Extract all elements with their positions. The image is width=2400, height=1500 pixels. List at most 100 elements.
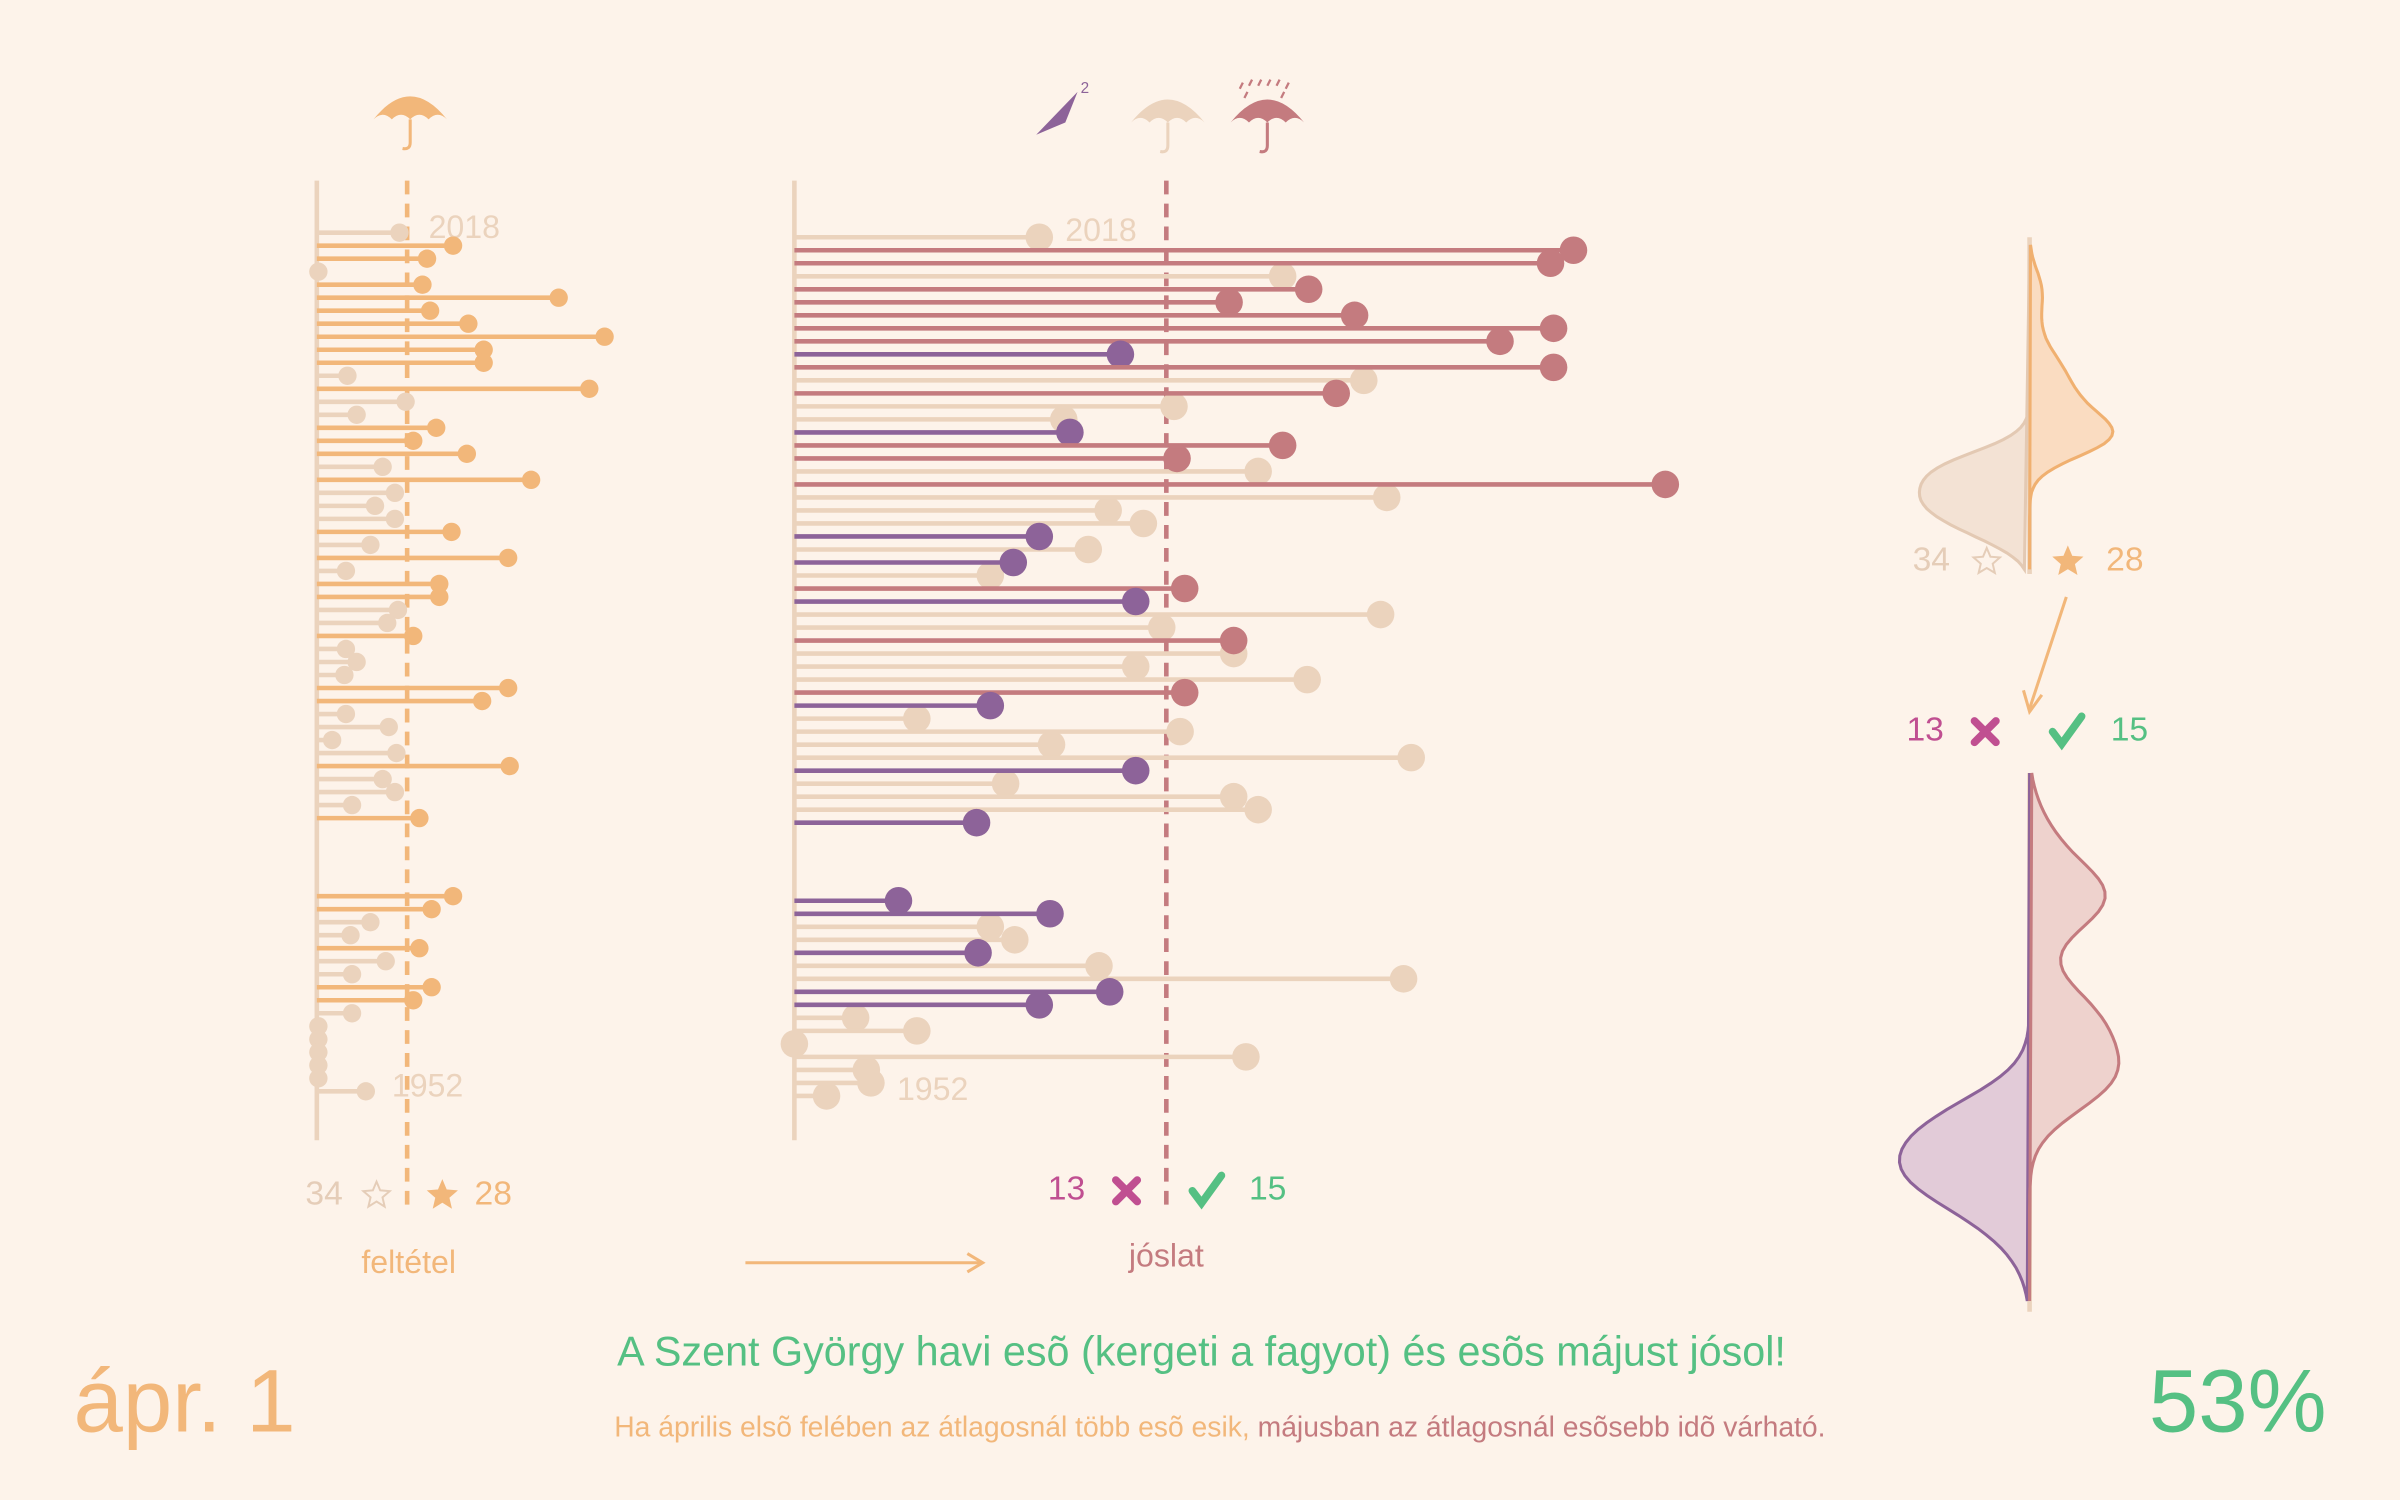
- lollipop-dot: [1121, 652, 1150, 681]
- date: ápr. 1: [73, 1352, 295, 1451]
- lollipop-dot: [1094, 496, 1122, 525]
- lollipop-dot: [338, 366, 357, 385]
- lollipop-dot: [1350, 366, 1378, 395]
- count-label: 15: [2111, 712, 2148, 749]
- panel-label: jóslat: [1128, 1238, 1204, 1274]
- accuracy: 53%: [2149, 1352, 2327, 1451]
- lollipop-dot: [373, 769, 392, 789]
- lollipop-dot: [379, 717, 398, 737]
- lollipop-dot: [1121, 587, 1150, 616]
- cross-icon: [1970, 717, 2000, 747]
- check-icon: [1188, 1171, 1226, 1210]
- year-label: 1952: [392, 1068, 463, 1104]
- lollipop-dot: [1025, 223, 1054, 252]
- lollipop-dot: [347, 405, 366, 424]
- subtitle: Ha április elsõ felében az átlagosnál tö…: [614, 1411, 1825, 1443]
- lollipop-dot: [1293, 665, 1321, 694]
- lollipop-dot: [309, 1069, 328, 1088]
- subtitle-prediction: májusban az átlagosnál esõsebb idõ várha…: [1258, 1411, 1826, 1443]
- headline: A Szent György havi esõ (kergeti a fagyo…: [617, 1329, 1786, 1375]
- lollipop-dot: [1322, 379, 1350, 408]
- lollipop-dot: [1056, 418, 1084, 447]
- lollipop-dot: [1244, 457, 1272, 486]
- lollipop-dot: [1036, 900, 1064, 928]
- lollipop-dot: [387, 743, 406, 763]
- lollipop-dot: [1129, 509, 1158, 538]
- lollipop-dot: [1219, 782, 1248, 811]
- rain-umbrella-icon: [1230, 79, 1305, 154]
- lollipop-dot: [322, 730, 342, 750]
- lollipop-dot: [903, 1017, 931, 1045]
- cross-icon: [1111, 1176, 1142, 1206]
- lollipop-dot: [459, 314, 478, 333]
- lollipop-dot: [1486, 327, 1514, 356]
- lollipop-dot: [976, 561, 1005, 590]
- lollipop-dot: [342, 965, 362, 984]
- lollipop-dot: [410, 808, 429, 828]
- lollipop-dot: [999, 548, 1028, 577]
- lollipop-dot: [841, 1004, 870, 1032]
- lollipop-dot: [336, 704, 356, 724]
- lollipop-dot: [991, 769, 1020, 798]
- lollipop-dot: [1163, 444, 1191, 473]
- lollipop-dot: [347, 652, 366, 672]
- umbrella-icon: [373, 96, 447, 151]
- lollipop-dot: [780, 1030, 809, 1058]
- count-label: 34: [305, 1175, 342, 1212]
- lollipop-dot: [342, 1004, 362, 1023]
- lollipop-dot: [457, 444, 477, 464]
- subtitle-condition: Ha április elsõ felében az átlagosnál tö…: [614, 1411, 1250, 1443]
- lollipop-dot: [341, 926, 360, 945]
- lollipop-dot: [430, 587, 449, 607]
- lollipop-dot: [1397, 743, 1425, 772]
- lollipop-dot: [413, 275, 432, 294]
- lollipop-dot: [309, 1030, 328, 1049]
- lollipop-dot: [309, 1056, 328, 1075]
- lollipop-dot: [342, 795, 362, 815]
- lollipop-dot: [373, 457, 392, 477]
- lollipop-dot: [361, 913, 380, 932]
- lollipop-dot: [1536, 249, 1565, 278]
- lollipop-dot: [1268, 262, 1297, 291]
- lollipop-dot: [1559, 236, 1588, 265]
- svg-text:2: 2: [1081, 80, 1090, 97]
- lollipop-dot: [1025, 522, 1054, 551]
- arrow: [2021, 596, 2068, 716]
- lollipop-dot: [1366, 600, 1395, 629]
- lollipop-dot: [903, 704, 931, 733]
- density: [2028, 772, 2121, 1302]
- lollipop-dot: [417, 249, 437, 268]
- lollipop-dot: [1106, 340, 1135, 369]
- lollipop-dot: [1539, 353, 1568, 382]
- check-icon: [2048, 712, 2086, 751]
- lollipop-dot: [474, 340, 493, 359]
- count-label: 34: [1913, 542, 1950, 579]
- lollipop-dot: [580, 379, 599, 398]
- lollipop-dot: [964, 939, 992, 967]
- lollipop-dot: [422, 900, 441, 919]
- lollipop-dot: [498, 548, 518, 568]
- lollipop-dot: [521, 470, 541, 490]
- lollipop-dot: [1147, 613, 1176, 642]
- lollipop-dot: [1215, 288, 1243, 317]
- lollipop-dot: [976, 913, 1005, 941]
- lollipop-dot: [1095, 978, 1124, 1006]
- lollipop-dot: [1166, 717, 1194, 746]
- density: [2028, 244, 2115, 570]
- lollipop-dot: [1170, 678, 1199, 707]
- umbrella-icon: [1131, 99, 1205, 154]
- lollipop-dot: [404, 626, 423, 646]
- lollipop-dot: [1001, 926, 1029, 954]
- lollipop-dot: [356, 1082, 375, 1101]
- lollipop-dot: [1268, 431, 1297, 460]
- lollipop-dot: [365, 496, 385, 516]
- lollipop-dot: [1219, 626, 1248, 655]
- count-label: 15: [1249, 1171, 1286, 1208]
- lollipop-dot: [410, 939, 429, 958]
- lollipop-dot: [976, 691, 1005, 720]
- lollipop-dot: [309, 1017, 328, 1036]
- year-label: 2018: [429, 209, 500, 245]
- lollipop-dot: [1074, 535, 1103, 564]
- lollipop-dot: [442, 522, 461, 542]
